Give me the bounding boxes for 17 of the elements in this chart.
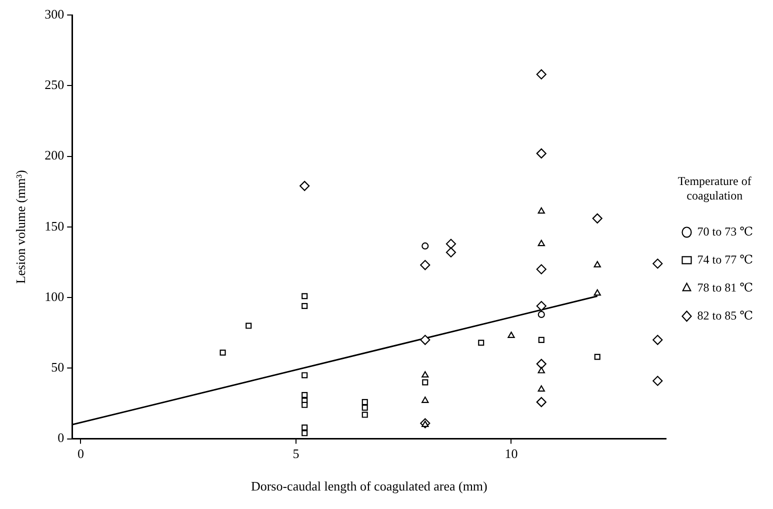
y-tick-label: 100 (44, 288, 64, 304)
x-tick-label: 0 (77, 446, 84, 462)
y-tick-label: 0 (58, 430, 64, 446)
y-tick-label: 150 (44, 218, 64, 234)
y-tick-label: 250 (44, 77, 64, 92)
y-axis-title: Lesion volume (mm³) (13, 170, 28, 284)
y-tick-label: 200 (44, 148, 64, 163)
legend-label: 74 to 77 ℃ (697, 252, 754, 266)
x-tick-label: 5 (292, 446, 300, 462)
x-tick-label: 10 (504, 446, 518, 462)
legend-label: 82 to 85 ℃ (697, 308, 754, 322)
y-tick-label: 50 (51, 360, 64, 375)
legend-label: 70 to 73 ℃ (697, 224, 754, 238)
legend-title: Temperature of coagulation (678, 174, 752, 202)
legend-label: 78 to 81 ℃ (697, 280, 754, 294)
x-axis-title: Dorso-caudal length of coagulated area (mm) (250, 478, 488, 494)
y-tick-label: 300 (44, 6, 64, 22)
